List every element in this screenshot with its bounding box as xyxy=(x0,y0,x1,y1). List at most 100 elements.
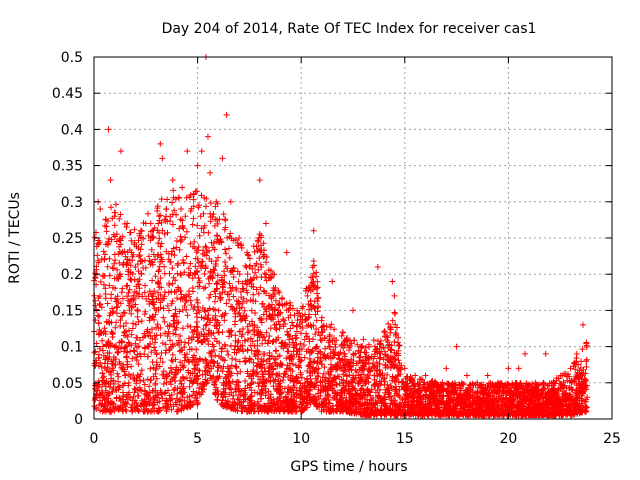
roti-point xyxy=(173,364,180,371)
roti-point xyxy=(95,354,102,361)
roti-point xyxy=(146,383,153,390)
roti-point xyxy=(191,238,198,245)
roti-point xyxy=(248,347,255,354)
roti-point xyxy=(97,301,104,308)
roti-point xyxy=(164,404,171,411)
roti-point xyxy=(98,363,105,370)
roti-point xyxy=(122,400,129,407)
roti-point xyxy=(189,284,196,291)
roti-point xyxy=(373,367,380,374)
roti-point xyxy=(206,294,213,301)
roti-point xyxy=(359,359,366,366)
roti-point xyxy=(286,360,293,367)
roti-point xyxy=(161,293,168,300)
roti-point xyxy=(222,216,229,223)
roti-point xyxy=(236,310,243,317)
roti-point xyxy=(131,348,138,355)
roti-point xyxy=(127,262,134,269)
roti-point xyxy=(257,403,264,410)
roti-point xyxy=(121,329,128,336)
roti-point xyxy=(203,321,210,328)
roti-point xyxy=(260,240,267,247)
roti-point xyxy=(214,359,221,366)
roti-point xyxy=(251,248,258,255)
roti-point xyxy=(246,255,253,262)
roti-point xyxy=(184,322,191,329)
roti-point xyxy=(190,378,197,385)
roti-point xyxy=(390,362,397,369)
roti-point xyxy=(128,237,135,244)
roti-point xyxy=(255,290,262,297)
roti-point xyxy=(151,305,158,312)
roti-point xyxy=(182,234,189,241)
roti-point xyxy=(155,295,162,302)
roti-point xyxy=(199,250,206,257)
roti-point xyxy=(214,220,221,227)
roti-point xyxy=(339,357,346,364)
roti-point xyxy=(355,380,362,387)
roti-point xyxy=(126,229,133,236)
roti-point xyxy=(228,362,235,369)
roti-point xyxy=(224,348,231,355)
roti-point xyxy=(169,298,176,305)
roti-point xyxy=(155,267,162,274)
roti-point xyxy=(583,356,590,363)
roti-point xyxy=(356,354,363,361)
roti-point xyxy=(399,379,406,386)
roti-point xyxy=(137,353,144,360)
roti-point xyxy=(156,284,163,291)
roti-point xyxy=(550,393,557,400)
roti-point xyxy=(170,187,177,194)
roti-point xyxy=(149,277,156,284)
roti-point xyxy=(314,284,321,291)
roti-point xyxy=(299,325,306,332)
roti-point xyxy=(97,397,104,404)
roti-point xyxy=(391,338,398,345)
roti-point xyxy=(172,326,179,333)
roti-point xyxy=(257,362,264,369)
roti-point xyxy=(195,337,202,344)
roti-point xyxy=(145,210,152,217)
roti-point xyxy=(219,356,226,363)
roti-point xyxy=(365,388,372,395)
roti-point xyxy=(162,349,169,356)
roti-point xyxy=(583,358,590,365)
roti-point xyxy=(392,329,399,336)
roti-point xyxy=(212,293,219,300)
roti-point xyxy=(376,378,383,385)
roti-point xyxy=(370,337,377,344)
roti-point xyxy=(212,352,219,359)
roti-point xyxy=(141,311,148,318)
roti-point xyxy=(182,292,189,299)
roti-point xyxy=(200,326,207,333)
roti-point xyxy=(187,240,194,247)
roti-point xyxy=(145,395,152,402)
roti-point xyxy=(134,308,141,315)
roti-point xyxy=(195,243,202,250)
roti-point xyxy=(229,355,236,362)
roti-point xyxy=(141,289,148,296)
roti-point xyxy=(161,318,168,325)
roti-point xyxy=(132,321,139,328)
roti-point xyxy=(180,257,187,264)
roti-point xyxy=(226,254,233,261)
roti-point xyxy=(164,302,171,309)
roti-point xyxy=(280,316,287,323)
roti-point xyxy=(112,387,119,394)
roti-point xyxy=(237,289,244,296)
roti-point xyxy=(137,246,144,253)
roti-point xyxy=(187,323,194,330)
roti-point xyxy=(174,284,181,291)
roti-point xyxy=(195,367,202,374)
roti-point xyxy=(146,314,153,321)
roti-point xyxy=(159,359,166,366)
roti-point xyxy=(311,358,318,365)
roti-point xyxy=(105,338,112,345)
roti-point xyxy=(118,289,125,296)
roti-point xyxy=(181,339,188,346)
roti-point xyxy=(342,397,349,404)
roti-point xyxy=(267,391,274,398)
roti-point xyxy=(354,341,361,348)
roti-point xyxy=(109,264,116,271)
roti-point xyxy=(496,407,503,414)
